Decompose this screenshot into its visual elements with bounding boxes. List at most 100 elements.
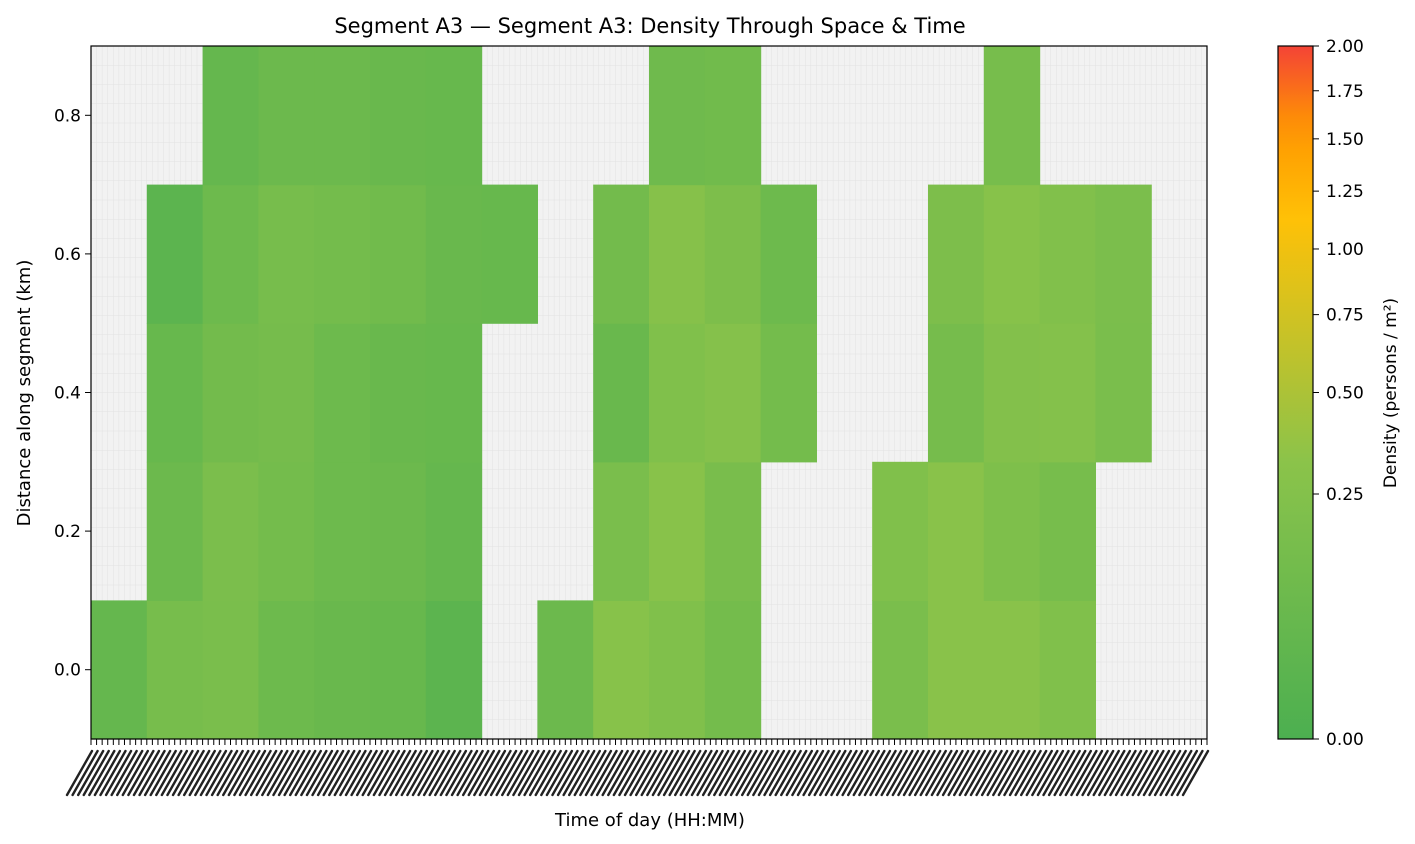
heatmap-cell [202,461,259,601]
heatmap-cell [928,184,985,324]
x-tick-label-glyph [478,749,507,797]
x-tick-label-glyph [1025,749,1053,797]
heatmap-cell [481,184,538,324]
x-tick-label-glyph [802,749,830,797]
x-tick-label-glyph [584,749,613,797]
heatmap-cell [425,46,483,186]
x-tick-label-glyph [311,749,339,797]
x-tick-label-glyph [445,749,473,797]
x-tick-label-glyph [383,749,412,797]
heatmap-cell [593,184,650,324]
x-tick-label-glyph [160,749,189,797]
heatmap-cell [314,461,371,601]
x-tick-label-glyph [528,749,557,797]
chart-title: Segment A3 — Segment A3: Density Through… [334,14,965,38]
x-tick-label-glyph [791,749,819,797]
x-tick-label-glyph [1165,749,1193,797]
x-tick-label-glyph [205,749,233,797]
heatmap-cell [593,461,650,601]
x-tick-label-glyph [506,749,535,797]
x-tick-label-glyph [886,749,914,797]
x-tick-label-glyph [646,749,674,797]
x-tick-label-glyph [752,749,780,797]
x-tick-label-glyph [1114,749,1143,797]
x-tick-label-glyph [1036,749,1065,797]
x-tick-label-glyph [149,749,177,797]
x-tick-label-glyph [780,749,808,797]
x-tick-label-glyph [378,749,406,797]
heatmap-cell [202,323,259,463]
x-tick-label-glyph [958,749,986,797]
x-tick-label-glyph [333,749,362,797]
x-tick-label-glyph [188,749,216,797]
x-tick-label-glyph [406,749,434,797]
heatmap-cell [704,184,762,324]
colorbar-tick-label: 1.75 [1326,82,1364,102]
x-tick-label-glyph [830,749,858,797]
heatmap-cell [704,46,762,186]
heatmap-cell [983,323,1041,463]
x-tick-label-glyph [735,749,763,797]
x-tick-label-glyph [82,749,110,797]
heatmap-cell [425,323,483,463]
x-tick-label-glyph [936,749,964,797]
x-tick-label-glyph [763,749,791,797]
x-tick-label-glyph [869,749,897,797]
x-tick-label-glyph [400,749,428,797]
x-tick-label-glyph [534,749,562,797]
x-tick-label-glyph [551,749,579,797]
x-tick-label-glyph [785,749,814,797]
heatmap-cell [1039,461,1096,601]
x-tick-label-glyph [417,749,445,797]
heatmap-cell [983,600,1041,740]
x-tick-label-glyph [495,749,523,797]
heatmap-cell [258,184,315,324]
x-tick-label-glyph [997,749,1026,797]
x-tick-label-glyph [194,749,222,797]
x-tick-label-glyph [662,749,691,797]
heatmap-cell [704,461,762,601]
x-tick-label-glyph [395,749,423,797]
heatmap-cell [258,600,315,740]
heatmap-cell [649,600,706,740]
x-tick-label-glyph [902,749,931,797]
x-tick-label-glyph [322,749,350,797]
x-tick-label-glyph [1019,749,1048,797]
x-tick-label-glyph [897,749,925,797]
x-tick-label-glyph [919,749,947,797]
x-tick-label-glyph [947,749,975,797]
x-tick-label-glyph [1142,749,1171,797]
x-tick-label-glyph [523,749,551,797]
x-tick-label-glyph [1059,749,1087,797]
x-tick-label-glyph [941,749,970,797]
x-tick-label-glyph [562,749,590,797]
y-tick-label: 0.2 [54,522,81,542]
x-tick-label-glyph [166,749,194,797]
x-tick-label-glyph [595,749,624,797]
x-tick-label-glyph [199,749,228,797]
x-tick-label-glyph [707,749,735,797]
x-tick-label-glyph [590,749,618,797]
x-tick-label-glyph [612,749,641,797]
x-tick-label-glyph [1109,749,1137,797]
x-tick-label-glyph [244,749,272,797]
heatmap-cell [425,600,483,740]
x-tick-label-glyph [272,749,300,797]
x-tick-label-glyph [540,749,568,797]
x-tick-label-glyph [863,749,892,797]
x-tick-label-glyph [640,749,668,797]
x-tick-label-glyph [305,749,334,797]
heatmap-cell [91,600,148,740]
heatmap-cell [202,600,259,740]
x-tick-label-glyph [328,749,356,797]
x-tick-label-glyph [216,749,244,797]
heatmap-cell [649,46,706,186]
x-tick-label-glyph [1008,749,1037,797]
x-tick-label-glyph [456,749,484,797]
x-tick-label-glyph [439,749,468,797]
x-tick-label-glyph [980,749,1009,797]
x-tick-label-glyph [473,749,501,797]
x-tick-label-glyph [1070,749,1098,797]
heatmap-cell [1039,600,1096,740]
heatmap-cell [370,600,427,740]
